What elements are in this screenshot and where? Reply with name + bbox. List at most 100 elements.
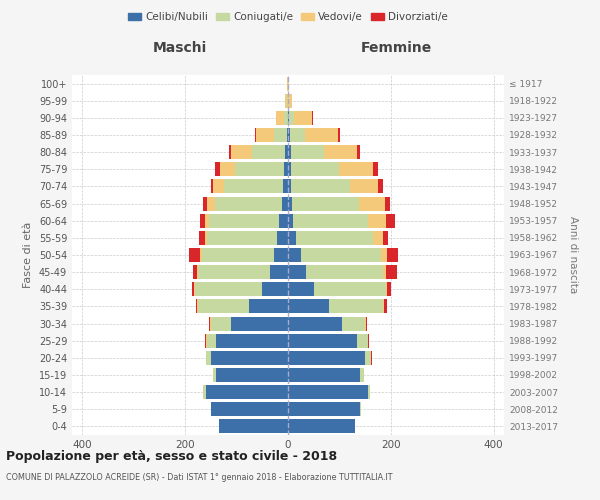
- Bar: [200, 248, 202, 262]
- Bar: [324, 145, 358, 159]
- Bar: [207, 196, 215, 210]
- Bar: [289, 94, 292, 108]
- Bar: [284, 111, 288, 125]
- Bar: [256, 128, 274, 142]
- Bar: [290, 180, 350, 194]
- Bar: [386, 265, 397, 279]
- Bar: [373, 162, 378, 176]
- Bar: [250, 300, 288, 314]
- Bar: [235, 162, 284, 176]
- Bar: [194, 282, 196, 296]
- Bar: [350, 180, 378, 194]
- Bar: [360, 368, 364, 382]
- Bar: [386, 282, 387, 296]
- Bar: [216, 368, 288, 382]
- Bar: [288, 351, 365, 365]
- Bar: [255, 128, 256, 142]
- Bar: [288, 231, 296, 245]
- Bar: [288, 162, 290, 176]
- Text: Maschi: Maschi: [153, 41, 207, 55]
- Bar: [215, 196, 282, 210]
- Text: Femmine: Femmine: [361, 41, 431, 55]
- Bar: [371, 351, 373, 365]
- Bar: [192, 282, 194, 296]
- Bar: [288, 214, 293, 228]
- Bar: [383, 265, 386, 279]
- Bar: [383, 300, 384, 314]
- Bar: [290, 128, 305, 142]
- Bar: [384, 300, 387, 314]
- Bar: [368, 214, 386, 228]
- Bar: [211, 402, 288, 416]
- Bar: [214, 180, 224, 194]
- Bar: [198, 265, 270, 279]
- Bar: [284, 162, 288, 176]
- Bar: [288, 145, 290, 159]
- Bar: [270, 265, 288, 279]
- Bar: [368, 385, 370, 399]
- Bar: [274, 128, 287, 142]
- Bar: [197, 265, 198, 279]
- Bar: [196, 300, 197, 314]
- Bar: [368, 334, 369, 347]
- Bar: [288, 402, 360, 416]
- Bar: [288, 196, 292, 210]
- Bar: [386, 214, 395, 228]
- Bar: [288, 128, 290, 142]
- Bar: [288, 111, 289, 125]
- Bar: [296, 231, 373, 245]
- Bar: [358, 145, 360, 159]
- Bar: [216, 334, 288, 347]
- Bar: [288, 282, 314, 296]
- Bar: [205, 231, 207, 245]
- Bar: [312, 111, 313, 125]
- Bar: [293, 214, 368, 228]
- Bar: [211, 316, 232, 330]
- Text: COMUNE DI PALAZZOLO ACREIDE (SR) - Dati ISTAT 1° gennaio 2018 - Elaborazione TUT: COMUNE DI PALAZZOLO ACREIDE (SR) - Dati …: [6, 472, 392, 482]
- Bar: [286, 94, 287, 108]
- Bar: [207, 231, 277, 245]
- Bar: [274, 248, 288, 262]
- Bar: [360, 402, 361, 416]
- Bar: [329, 300, 383, 314]
- Bar: [218, 420, 288, 434]
- Bar: [277, 231, 288, 245]
- Bar: [205, 214, 209, 228]
- Bar: [205, 334, 206, 347]
- Bar: [287, 128, 288, 142]
- Bar: [288, 94, 289, 108]
- Bar: [203, 385, 206, 399]
- Bar: [387, 282, 391, 296]
- Bar: [288, 180, 290, 194]
- Bar: [378, 180, 383, 194]
- Bar: [288, 300, 329, 314]
- Bar: [232, 145, 252, 159]
- Bar: [211, 351, 288, 365]
- Bar: [198, 300, 250, 314]
- Bar: [292, 196, 359, 210]
- Bar: [301, 248, 380, 262]
- Bar: [340, 162, 373, 176]
- Bar: [276, 111, 284, 125]
- Bar: [380, 248, 387, 262]
- Bar: [373, 231, 383, 245]
- Bar: [288, 385, 368, 399]
- Bar: [288, 248, 301, 262]
- Bar: [365, 351, 371, 365]
- Bar: [207, 334, 216, 347]
- Bar: [279, 214, 288, 228]
- Bar: [209, 214, 279, 228]
- Bar: [288, 316, 342, 330]
- Bar: [305, 128, 338, 142]
- Bar: [211, 180, 214, 194]
- Bar: [224, 180, 283, 194]
- Bar: [288, 265, 306, 279]
- Bar: [314, 282, 386, 296]
- Bar: [196, 282, 262, 296]
- Bar: [289, 111, 294, 125]
- Text: Popolazione per età, sesso e stato civile - 2018: Popolazione per età, sesso e stato civil…: [6, 450, 337, 463]
- Bar: [365, 316, 367, 330]
- Bar: [387, 248, 398, 262]
- Bar: [202, 248, 274, 262]
- Bar: [288, 334, 358, 347]
